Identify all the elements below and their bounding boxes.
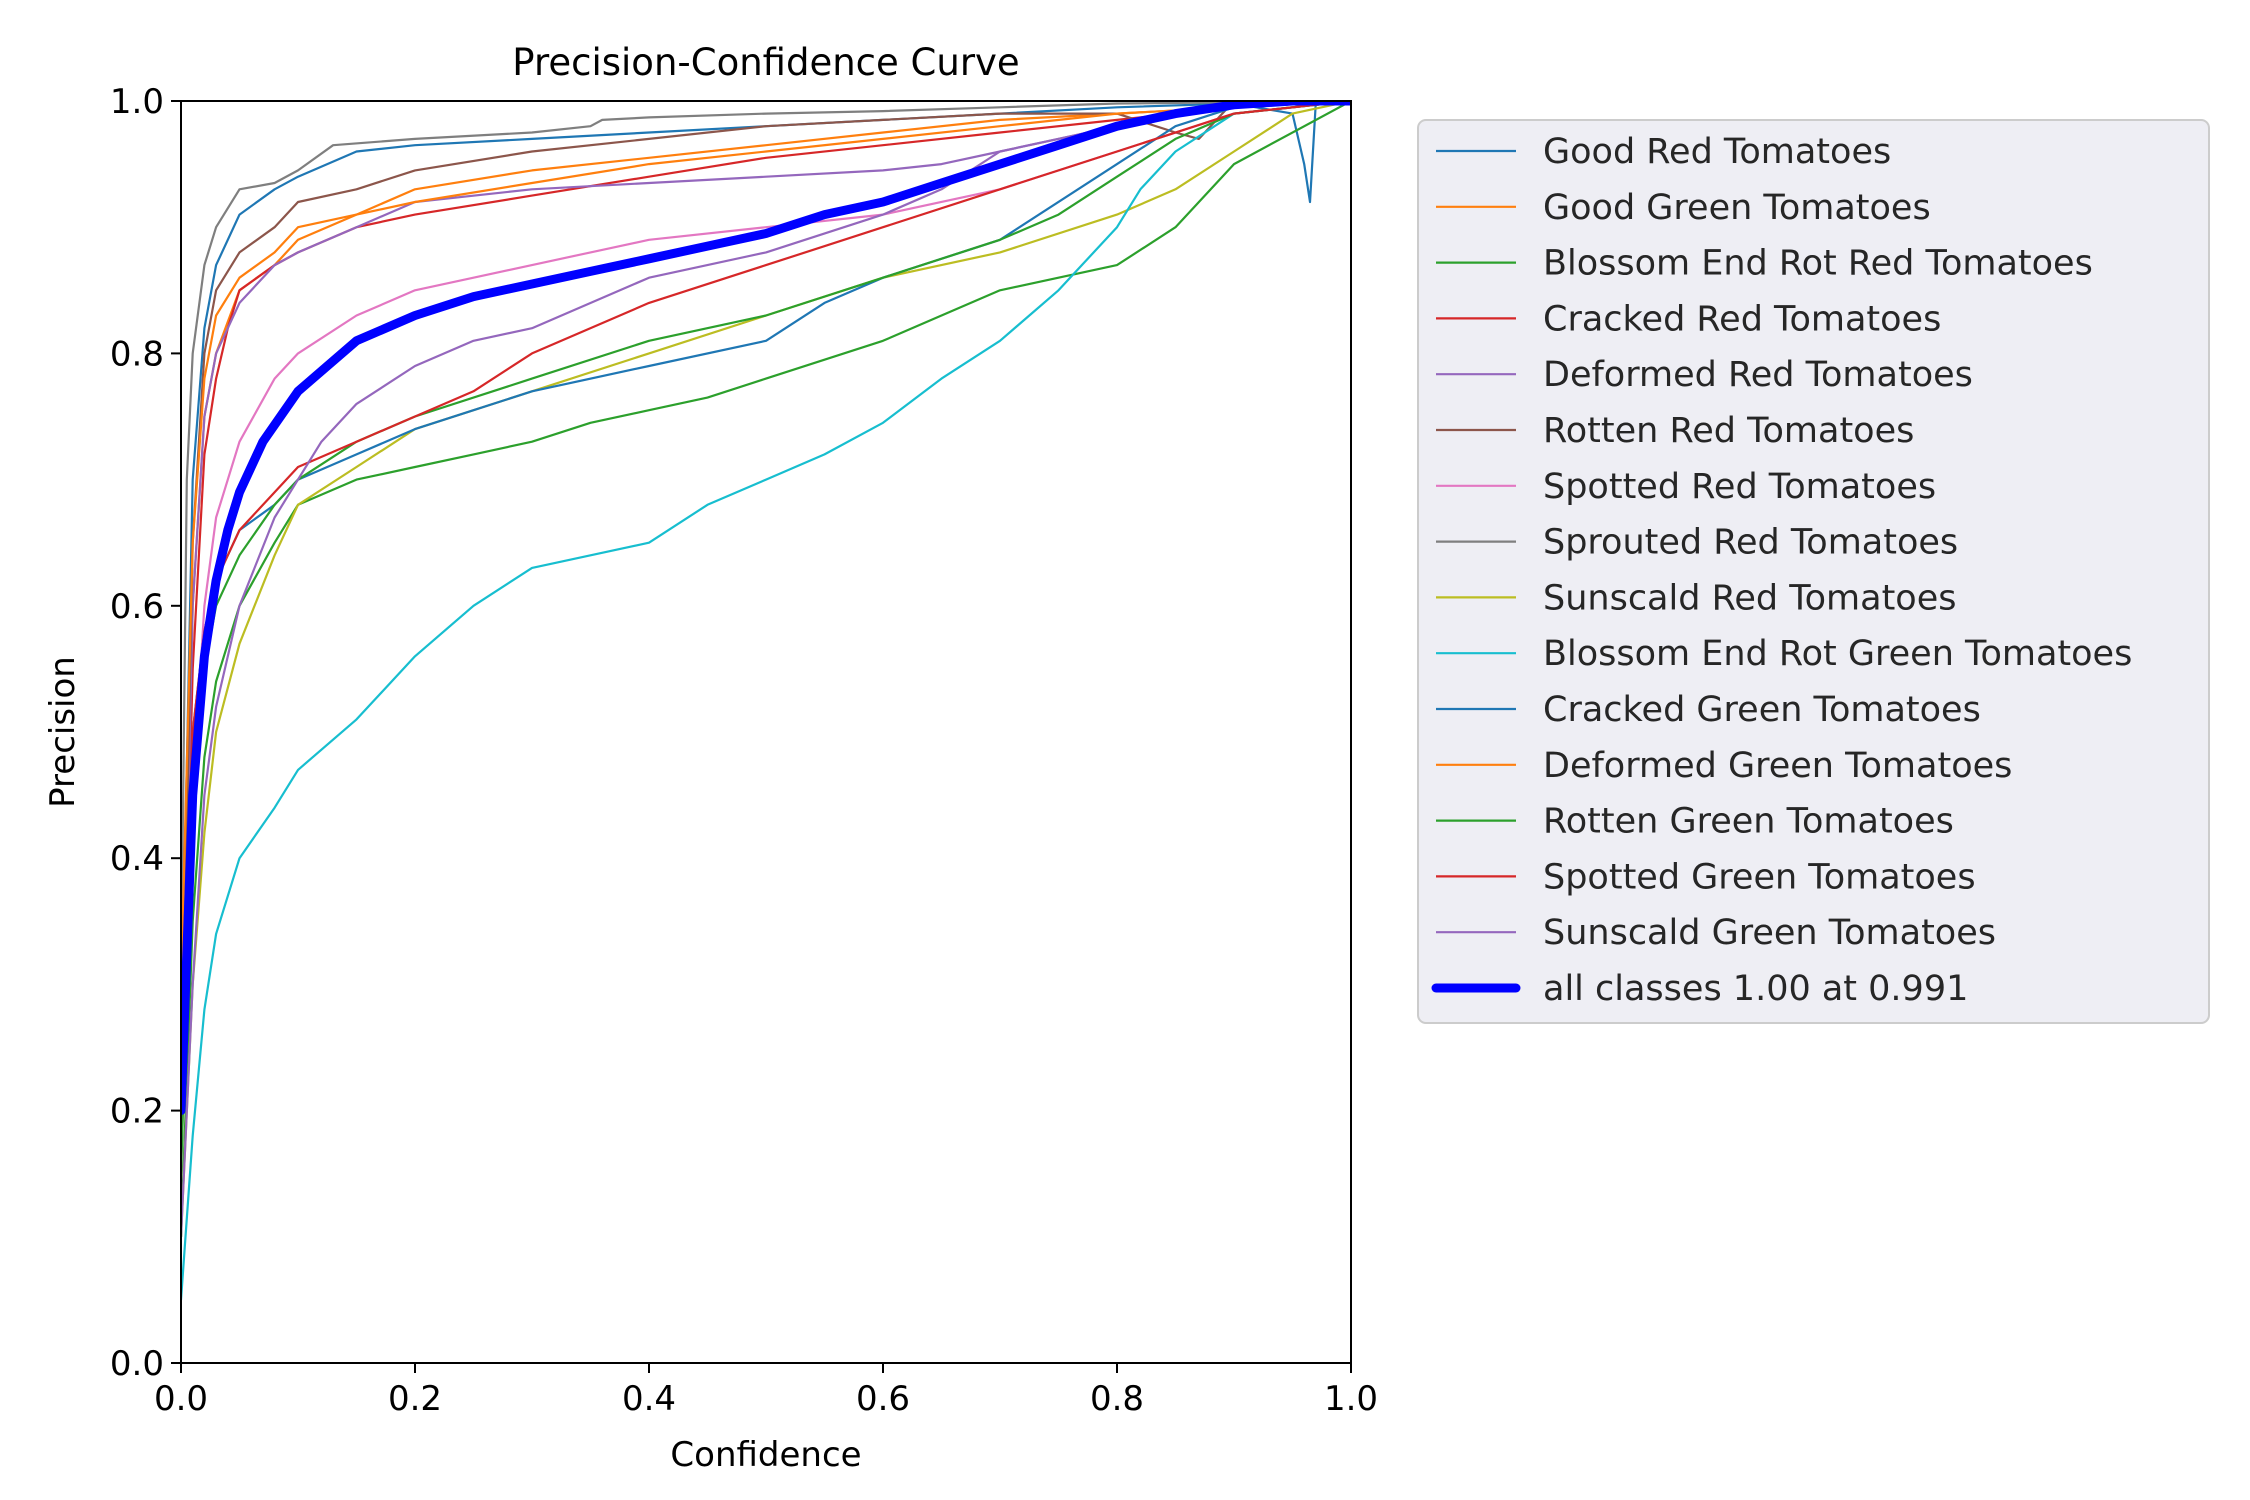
legend-label: Cracked Green Tomatoes <box>1543 690 1981 730</box>
x-axis: 0.0 0.2 0.4 0.6 0.8 1.0 <box>154 1363 1378 1419</box>
legend-label: Cracked Red Tomatoes <box>1543 299 1941 339</box>
legend: Good Red Tomatoes Good Green Tomatoes Blos… <box>1417 119 2210 1024</box>
x-tick-label: 0.4 <box>622 1379 676 1419</box>
series-line <box>181 101 1351 1116</box>
legend-label: Good Red Tomatoes <box>1543 132 1891 172</box>
y-tick-label: 0.4 <box>110 839 164 879</box>
legend-label: Good Green Tomatoes <box>1543 188 1931 228</box>
y-tick-label: 1.0 <box>110 82 164 122</box>
plot-frame <box>180 100 1352 1364</box>
legend-box <box>1417 119 2210 1024</box>
legend-items: Good Red Tomatoes Good Green Tomatoes Blos… <box>1431 132 2132 1009</box>
y-axis-label: Precision <box>43 656 83 808</box>
x-tick-label: 0.0 <box>154 1379 208 1419</box>
series-line <box>181 101 1351 1112</box>
x-tick-label: 0.8 <box>1090 1379 1144 1419</box>
legend-label: Deformed Red Tomatoes <box>1543 355 1973 395</box>
legend-label: all classes 1.00 at 0.991 <box>1543 969 1968 1009</box>
legend-label: Rotten Red Tomatoes <box>1543 411 1914 451</box>
legend-label: Blossom End Rot Green Tomatoes <box>1543 634 2132 674</box>
legend-label: Sunscald Green Tomatoes <box>1543 913 1996 953</box>
legend-label: Blossom End Rot Red Tomatoes <box>1543 244 2093 284</box>
legend-label: Deformed Green Tomatoes <box>1543 746 2012 786</box>
chart-title: Precision-Confidence Curve <box>512 41 1019 84</box>
y-tick-label: 0.6 <box>110 587 164 627</box>
x-axis-label: Confidence <box>670 1435 861 1475</box>
legend-label: Sunscald Red Tomatoes <box>1543 578 1957 618</box>
legend-label: Spotted Green Tomatoes <box>1543 857 1976 897</box>
series-line <box>181 101 1351 1301</box>
series-line <box>181 101 1351 986</box>
legend-label: Rotten Green Tomatoes <box>1543 802 1954 842</box>
x-tick-label: 0.2 <box>388 1379 442 1419</box>
series-line <box>181 101 1351 1049</box>
y-axis: 0.0 0.2 0.4 0.6 0.8 1.0 <box>110 82 181 1384</box>
series-line <box>181 101 1351 986</box>
y-tick-label: 0.8 <box>110 334 164 374</box>
legend-label: Sprouted Red Tomatoes <box>1543 523 1958 563</box>
plot-area <box>180 100 1352 1364</box>
y-tick-label: 0.0 <box>110 1344 164 1384</box>
legend-label: Spotted Red Tomatoes <box>1543 467 1936 507</box>
y-tick-label: 0.2 <box>110 1092 164 1132</box>
x-tick-label: 0.6 <box>856 1379 910 1419</box>
series-layer <box>181 101 1351 1301</box>
x-tick-label: 1.0 <box>1324 1379 1378 1419</box>
series-line <box>181 101 1351 1238</box>
